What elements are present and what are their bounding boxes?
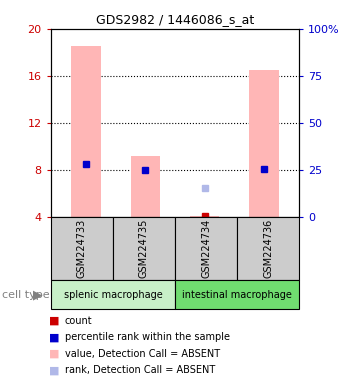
Text: count: count — [65, 316, 92, 326]
Text: splenic macrophage: splenic macrophage — [63, 290, 162, 300]
Text: ■: ■ — [49, 316, 60, 326]
Bar — [131, 156, 160, 217]
Text: ▶: ▶ — [33, 288, 43, 301]
Text: ■: ■ — [49, 332, 60, 342]
Bar — [249, 70, 279, 217]
Text: intestinal macrophage: intestinal macrophage — [182, 290, 292, 300]
Bar — [190, 216, 219, 217]
Text: ■: ■ — [49, 349, 60, 359]
Text: GSM224734: GSM224734 — [201, 219, 211, 278]
Text: cell type: cell type — [2, 290, 49, 300]
Text: GSM224733: GSM224733 — [77, 219, 87, 278]
Title: GDS2982 / 1446086_s_at: GDS2982 / 1446086_s_at — [96, 13, 254, 26]
Text: value, Detection Call = ABSENT: value, Detection Call = ABSENT — [65, 349, 220, 359]
Text: GSM224735: GSM224735 — [139, 219, 149, 278]
Text: rank, Detection Call = ABSENT: rank, Detection Call = ABSENT — [65, 365, 215, 375]
Text: percentile rank within the sample: percentile rank within the sample — [65, 332, 230, 342]
Text: ■: ■ — [49, 365, 60, 375]
Text: GSM224736: GSM224736 — [263, 219, 273, 278]
Bar — [71, 46, 101, 217]
